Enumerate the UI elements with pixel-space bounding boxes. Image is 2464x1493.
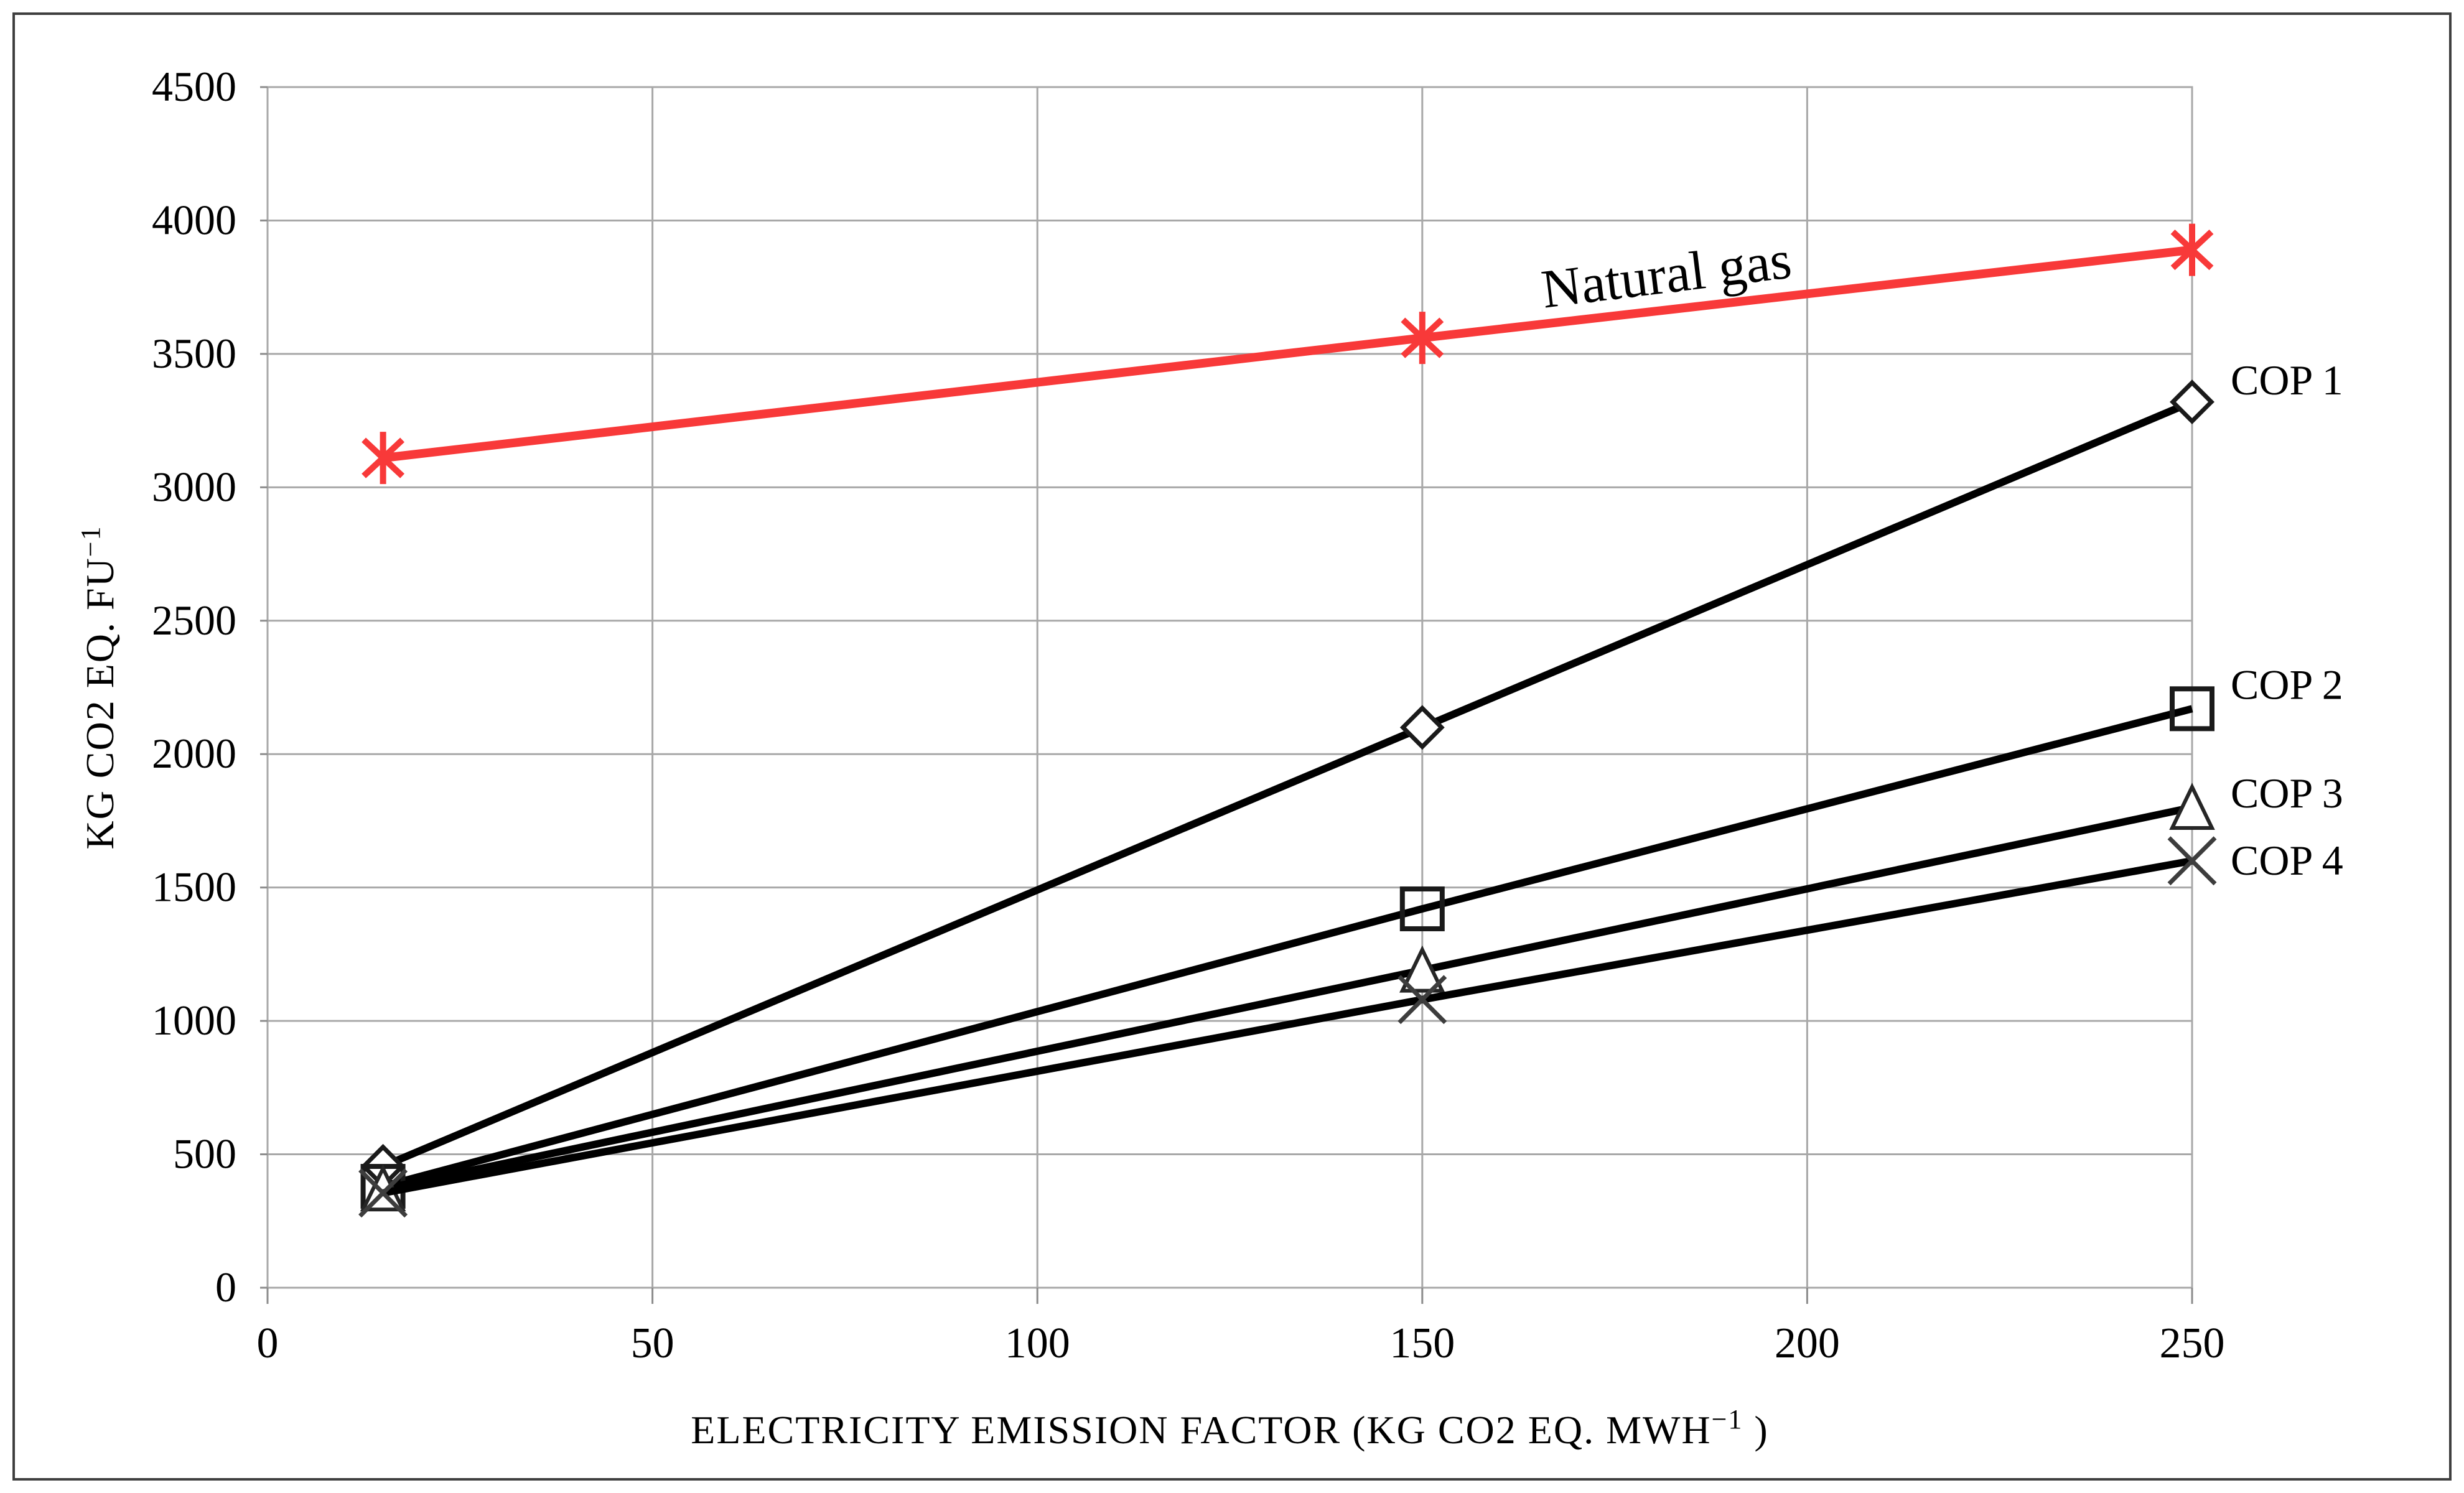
figure-border [12,12,2452,1481]
square-marker [2170,686,2214,732]
series-label-cop-3: COP 3 [2231,770,2343,817]
series-line-cop-2 [382,705,2193,1190]
asterisk-marker [2170,229,2214,271]
diamond-marker [1399,705,1445,750]
y-axis-title: KG CO2 EQ. FU−1 [75,525,122,849]
asterisk-marker [1401,317,1444,358]
x-marker [2167,836,2217,886]
y-tick-label: 4500 [152,63,236,110]
x-tick-label: 200 [1775,1319,1840,1367]
y-tick-label: 1500 [152,863,236,911]
x-marker [358,1168,408,1218]
y-tick-label: 3000 [152,463,236,510]
series-label-cop-2: COP 2 [2231,661,2343,708]
series-label-cop-1: COP 1 [2231,356,2343,404]
diamond-marker [2170,379,2214,425]
x-tick-label: 0 [257,1319,279,1367]
y-tick-label: 2000 [152,730,236,777]
triangle-marker [1399,945,1445,993]
x-axis-title: ELECTRICITY EMISSION FACTOR (KG CO2 EQ. … [691,1404,1768,1452]
x-tick-label: 250 [2160,1319,2225,1367]
x-marker [1398,975,1447,1025]
y-tick-label: 3500 [152,330,236,377]
y-tick-label: 1000 [152,997,236,1044]
asterisk-marker [362,437,404,478]
y-tick-label: 500 [173,1130,236,1178]
x-tick-label: 150 [1389,1319,1455,1367]
y-tick-label: 2500 [152,597,236,644]
y-tick-label: 0 [215,1263,236,1311]
triangle-marker [2169,783,2215,830]
y-tick-label: 4000 [152,196,236,243]
x-tick-label: 50 [631,1319,674,1367]
series-label-cop-4: COP 4 [2231,837,2343,884]
square-marker [1399,886,1445,931]
x-tick-label: 100 [1005,1319,1070,1367]
